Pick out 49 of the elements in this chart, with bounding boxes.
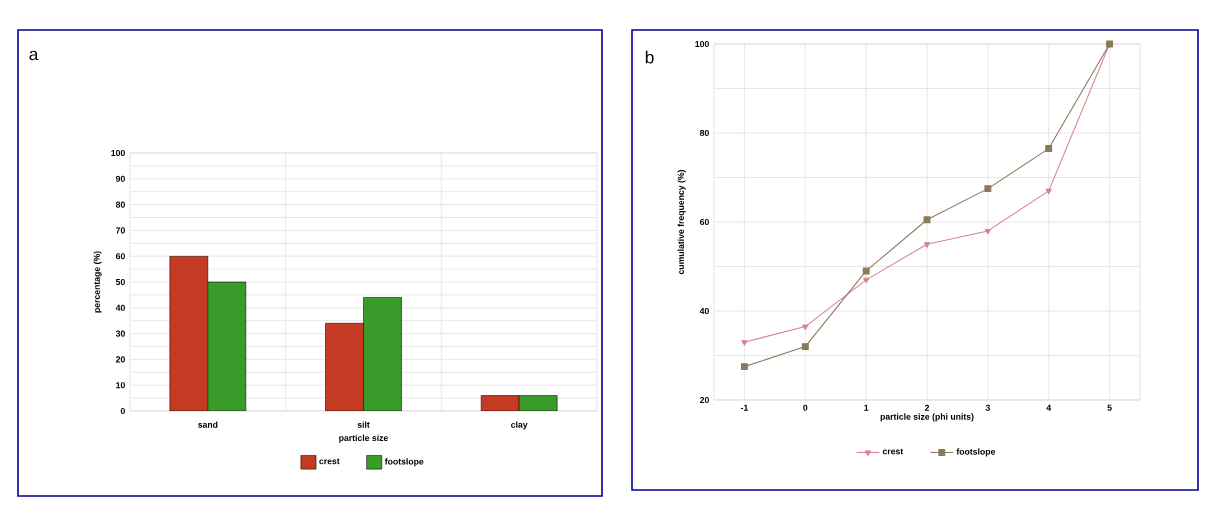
- x-tick-label: -1: [740, 404, 749, 411]
- y-axis-title: percentage (%): [93, 251, 102, 313]
- x-axis-title: particle size (phi units): [880, 413, 974, 422]
- x-tick-label: silt: [357, 421, 370, 428]
- y-tick-label: 80: [115, 201, 125, 208]
- point: [862, 267, 870, 275]
- y-tick-label: 80: [699, 129, 709, 137]
- y-tick-label: 40: [699, 307, 709, 315]
- y-tick-label: 100: [111, 149, 125, 157]
- legend-label: crest: [882, 448, 904, 455]
- x-tick-label: 4: [1046, 404, 1052, 411]
- x-tick-label: clay: [511, 421, 528, 430]
- y-tick-label: 20: [115, 356, 125, 363]
- chart-title: b: [645, 50, 654, 64]
- y-tick-label: 60: [115, 253, 125, 260]
- x-tick-label: 3: [985, 404, 990, 411]
- legend-label: footslope: [956, 448, 996, 457]
- y-tick-label: 30: [115, 330, 125, 337]
- bar: [169, 255, 209, 411]
- point: [923, 242, 931, 248]
- point: [863, 277, 870, 284]
- point: [923, 216, 931, 224]
- point: [984, 228, 991, 235]
- legend-label: crest: [319, 458, 340, 465]
- point: [802, 324, 809, 331]
- y-tick-label: 100: [695, 40, 709, 48]
- point: [740, 363, 748, 371]
- point: [741, 340, 748, 346]
- point: [1045, 145, 1053, 153]
- y-tick-label: 10: [116, 382, 125, 389]
- y-axis-title: cumulative frequency (%): [677, 169, 686, 275]
- legend-label: footslope: [384, 458, 424, 467]
- y-tick-label: 60: [699, 218, 709, 226]
- x-axis-title: particle size: [339, 434, 388, 443]
- x-tick-label: 2: [924, 404, 930, 411]
- bar: [325, 323, 364, 411]
- y-tick-label: 40: [115, 304, 125, 311]
- x-tick-label: 0: [803, 404, 808, 411]
- point: [1045, 188, 1052, 195]
- x-tick-label: sand: [198, 421, 218, 428]
- x-tick-label: 1: [864, 404, 869, 411]
- y-tick-label: 90: [115, 175, 125, 182]
- chart-title: a: [29, 50, 39, 61]
- y-tick-label: 50: [115, 278, 125, 286]
- point: [801, 343, 809, 351]
- x-tick-label: 5: [1107, 404, 1112, 411]
- point: [984, 185, 992, 193]
- y-tick-label: 20: [699, 396, 709, 404]
- y-tick-label: 70: [116, 227, 125, 234]
